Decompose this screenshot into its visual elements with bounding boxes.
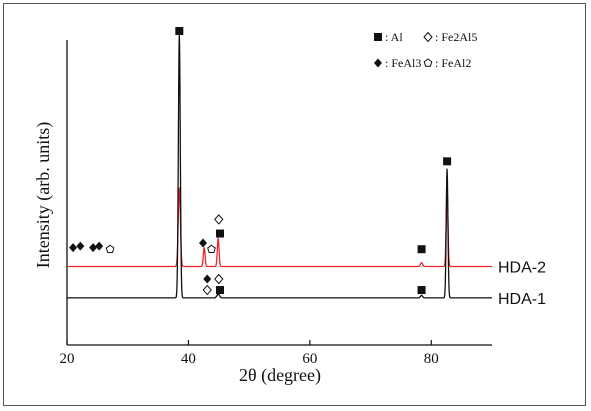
legend-marker-filled-diamond: [374, 58, 382, 68]
phase-marker-feal3: [89, 243, 98, 253]
legend-label: : FeAl2: [435, 56, 471, 70]
figure-frame: [3, 3, 586, 406]
x-tick-label: 60: [302, 351, 317, 367]
legend-label: : Al: [385, 30, 403, 44]
phase-marker-al: [417, 286, 426, 295]
y-axis-label: Intensity (arb. units): [33, 122, 54, 268]
phase-marker-al: [175, 27, 184, 35]
phase-marker-al: [417, 245, 426, 254]
phase-marker-feal3: [76, 241, 85, 251]
phase-marker-feal3: [199, 238, 207, 248]
series-line-hda-1: [66, 33, 493, 299]
series-labels: HDA-2 HDA-1: [498, 260, 546, 308]
legend-label: : FeAl3: [385, 56, 421, 70]
legend-marker-open-pentagon: [423, 58, 433, 67]
series-line-hda-2: [66, 187, 493, 268]
legend-marker-open-diamond: [423, 31, 433, 43]
series-label-hda-2: HDA-2: [498, 260, 546, 277]
series-layer: [66, 33, 493, 299]
series-label-hda-1: HDA-1: [498, 291, 546, 308]
x-tick-label: 80: [424, 351, 439, 367]
legend: : Al : Fe2Al5 : FeAl3 : FeAl2: [374, 30, 477, 70]
phase-marker-feal2: [207, 244, 216, 253]
x-tick-label: 20: [60, 351, 75, 367]
x-ticks: 20 40 60 80: [60, 340, 439, 367]
phase-marker-feal2: [105, 244, 115, 253]
phase-marker-al: [443, 157, 452, 166]
legend-label: : Fe2Al5: [435, 30, 477, 44]
phase-marker-feal3: [95, 241, 104, 251]
phase-marker-al: [216, 286, 224, 295]
legend-marker-filled-square: [374, 33, 382, 41]
x-axis-label: 2θ (degree): [239, 365, 321, 386]
phase-marker-fe2al5: [214, 273, 224, 285]
phase-marker-al: [216, 229, 224, 238]
x-tick-label: 40: [181, 351, 196, 367]
phase-marker-fe2al5: [202, 284, 212, 296]
phase-marker-fe2al5: [214, 214, 224, 225]
phase-markers: [69, 27, 452, 296]
phase-marker-feal3: [69, 243, 78, 253]
phase-marker-feal3: [203, 274, 212, 284]
